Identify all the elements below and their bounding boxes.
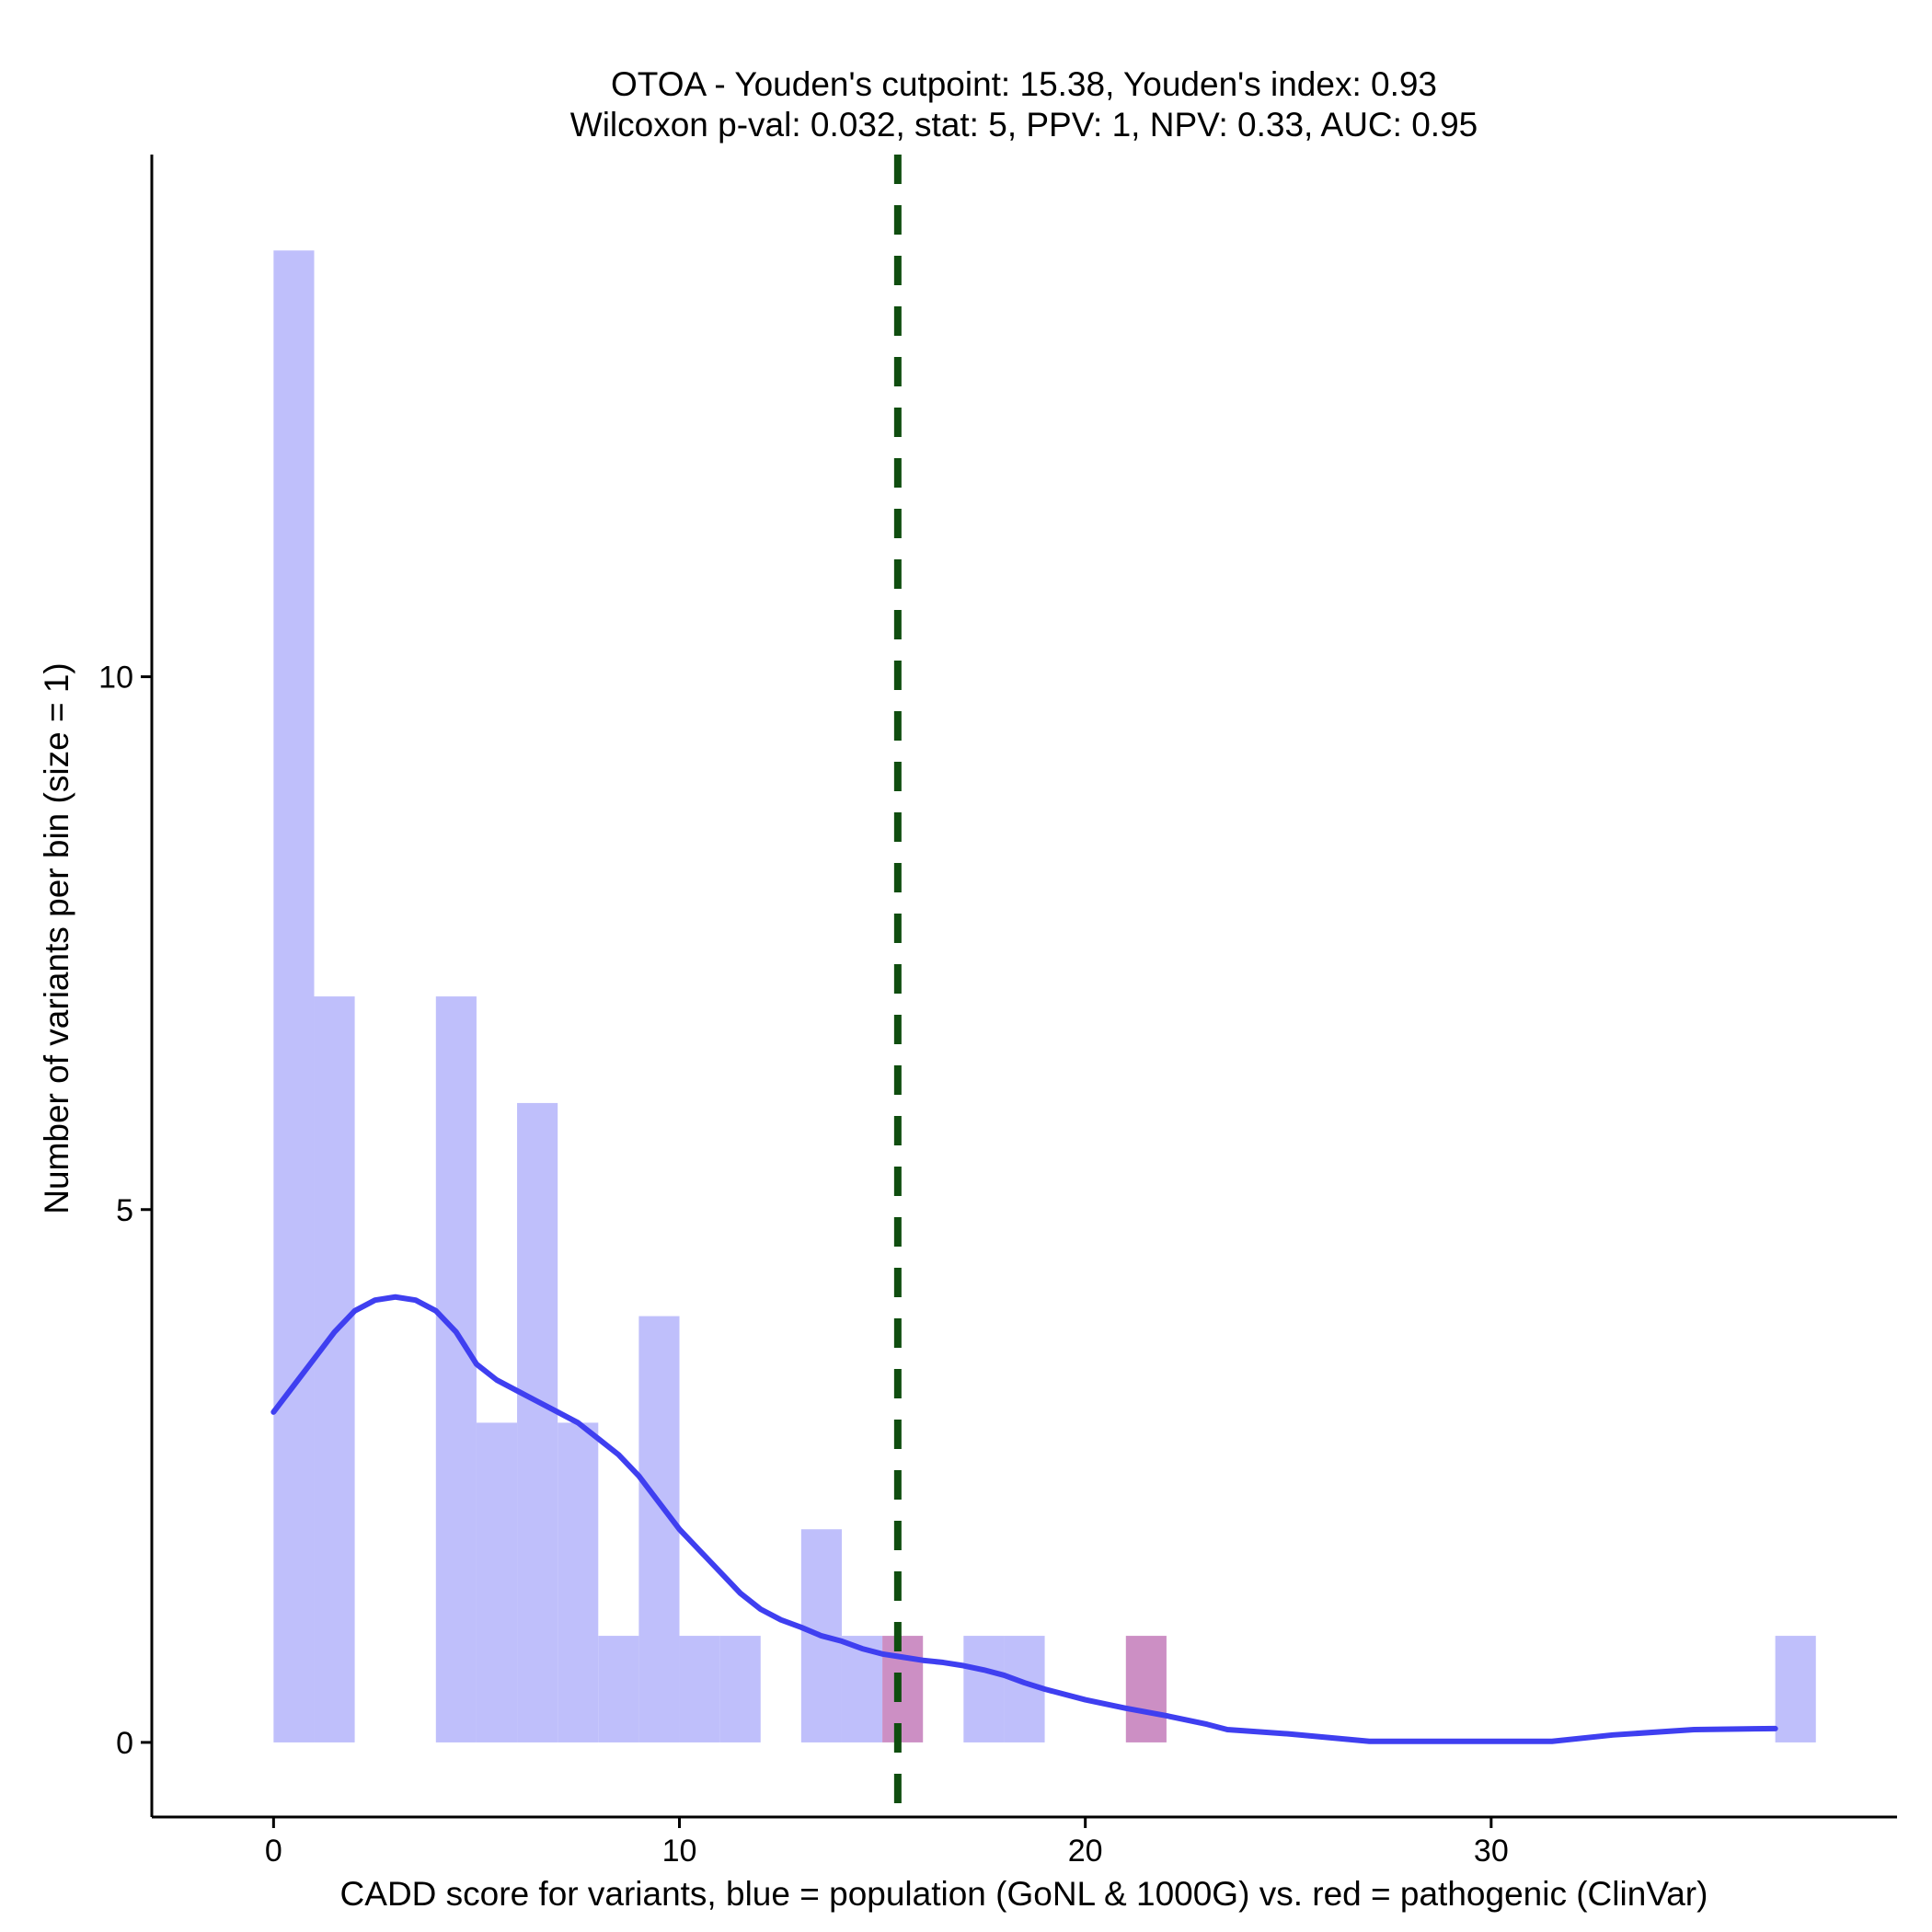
y-tick-label-10: 10 [98,661,133,696]
x-axis-ticks: 0 10 20 30 [265,1817,1509,1869]
density-curve-layer [270,1294,1778,1744]
x-axis-label: CADD score for variants, blue = populati… [340,1875,1708,1913]
population-bar-8 [598,1636,639,1742]
population-bar-11 [719,1636,761,1742]
chart-title-line2: Wilcoxon p-val: 0.032, stat: 5, PPV: 1, … [570,106,1478,144]
population-bar-17 [963,1636,1005,1742]
y-tick-label-5: 5 [116,1193,133,1228]
x-tick-label-30: 30 [1474,1834,1509,1869]
population-bar-6 [517,1102,558,1742]
population-bar-7 [558,1422,599,1742]
pathogenic-bar-15 [882,1636,924,1742]
density-curve [270,1294,1778,1744]
population-bar-1 [314,996,355,1742]
population-bar-10 [679,1636,720,1742]
bars-layer [273,250,1816,1742]
population-bar-0 [273,250,315,1742]
population-bar-37 [1775,1636,1816,1742]
population-bar-5 [476,1422,518,1742]
population-bar-9 [638,1316,680,1742]
y-axis-label: Number of variants per bin (size = 1) [38,662,75,1213]
y-tick-label-0: 0 [116,1726,133,1761]
x-tick-label-10: 10 [662,1834,697,1869]
pathogenic-bar-21 [1125,1636,1167,1742]
x-tick-label-0: 0 [265,1834,282,1869]
y-axis-ticks: 0 5 10 [98,661,152,1761]
x-tick-label-20: 20 [1068,1834,1103,1869]
population-bar-4 [435,996,477,1742]
chart-title-line1: OTOA - Youden's cutpoint: 15.38, Youden'… [611,65,1437,103]
